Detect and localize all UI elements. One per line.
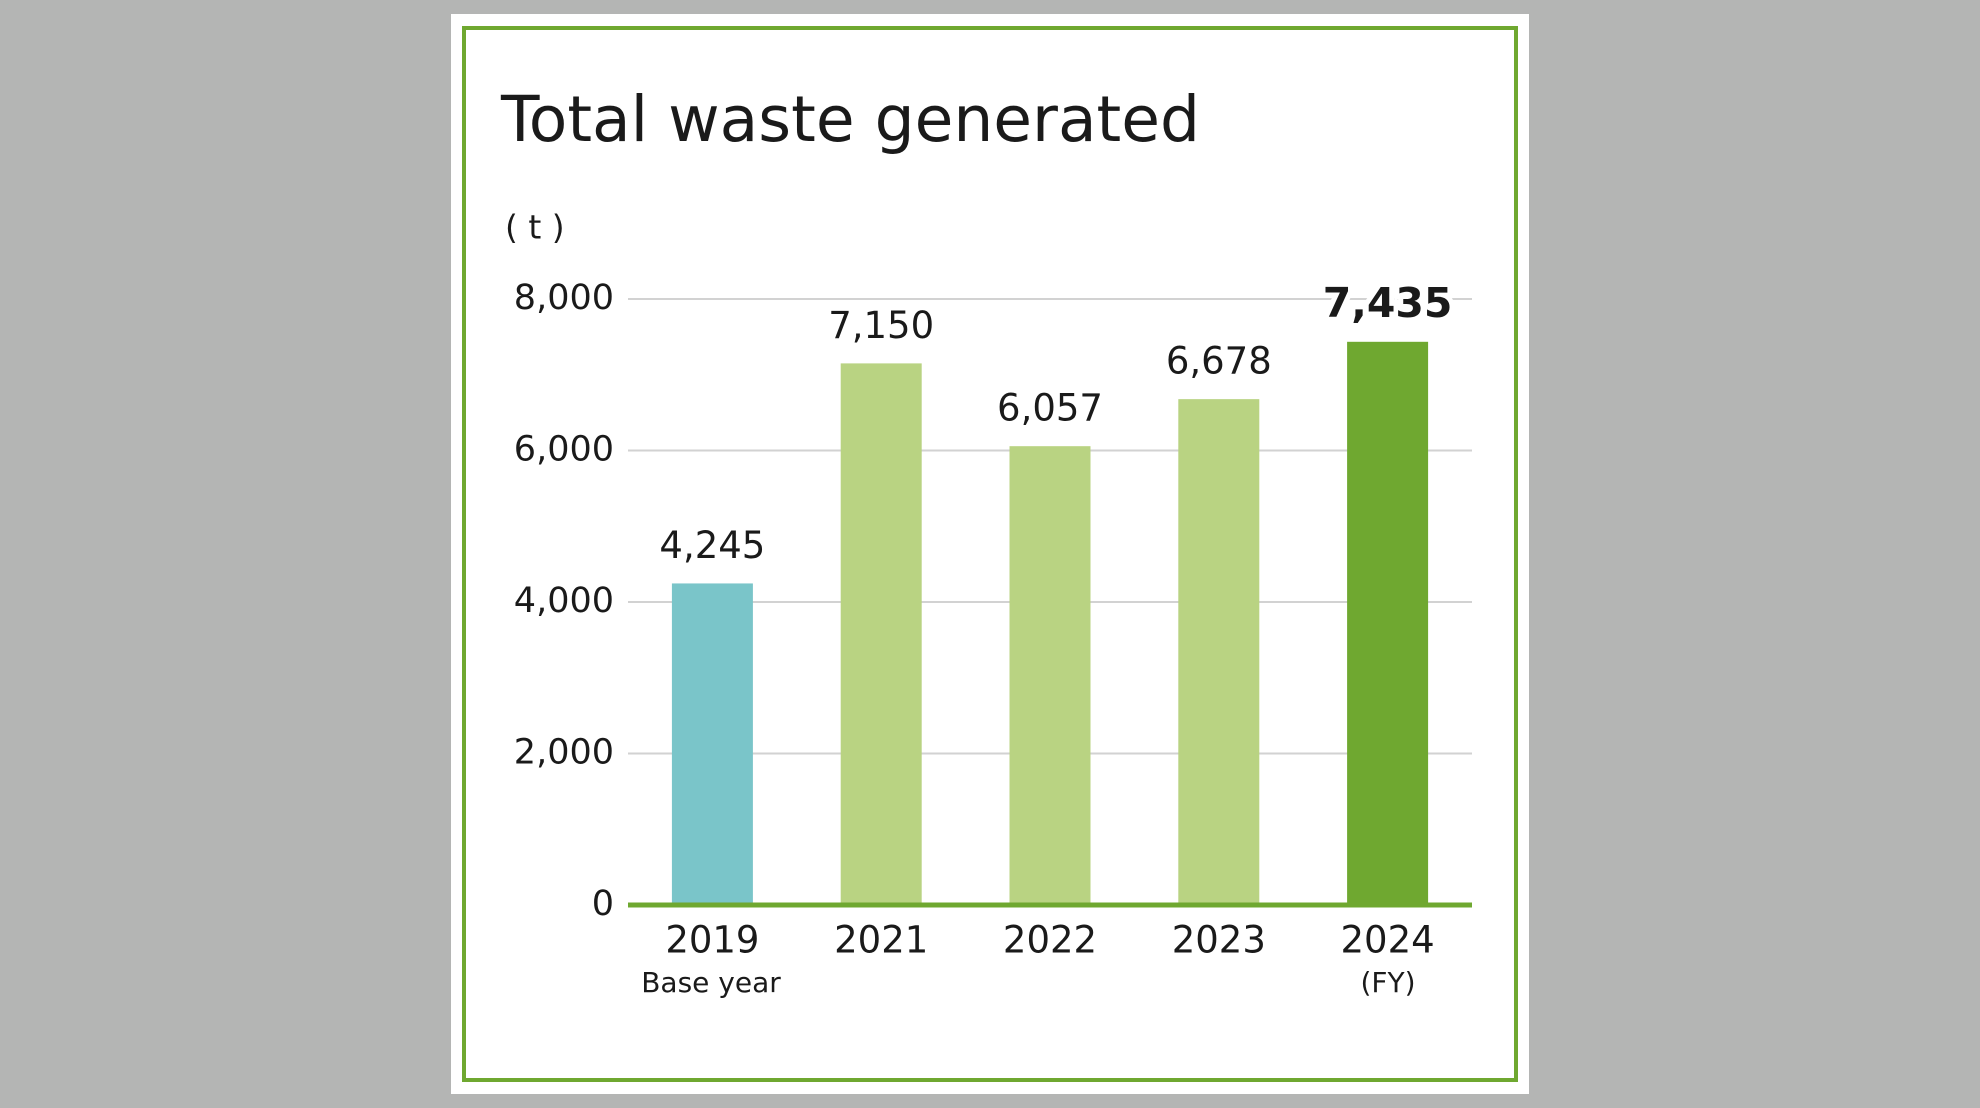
- bar: [1009, 446, 1091, 905]
- y-tick-label: 8,000: [514, 278, 614, 318]
- annotation: Base year: [641, 966, 781, 999]
- value-label: 6,057: [997, 387, 1103, 430]
- y-tick-label: 6,000: [514, 430, 614, 470]
- chart-title: Total waste generated: [500, 83, 1200, 156]
- value-label: 4,245: [659, 524, 765, 567]
- y-tick-label: 0: [592, 884, 614, 924]
- value-label: 7,435: [1323, 279, 1453, 327]
- bar: [840, 363, 922, 905]
- x-tick-label: 2022: [1003, 919, 1097, 962]
- x-tick-label: 2019: [665, 919, 759, 962]
- bar: [1178, 399, 1260, 905]
- value-label: 6,678: [1166, 340, 1272, 383]
- bar: [1347, 341, 1429, 906]
- card-border: [462, 26, 1518, 1082]
- y-axis-label: ( t ): [505, 208, 565, 247]
- x-tick-label: 2024: [1341, 919, 1435, 962]
- value-label: 7,150: [828, 304, 934, 347]
- x-axis-label: (FY): [1360, 966, 1415, 999]
- x-tick-label: 2021: [834, 919, 928, 962]
- y-tick-label: 4,000: [514, 581, 614, 621]
- bar: [671, 583, 753, 905]
- y-tick-label: 2,000: [514, 733, 614, 773]
- x-tick-label: 2023: [1172, 919, 1266, 962]
